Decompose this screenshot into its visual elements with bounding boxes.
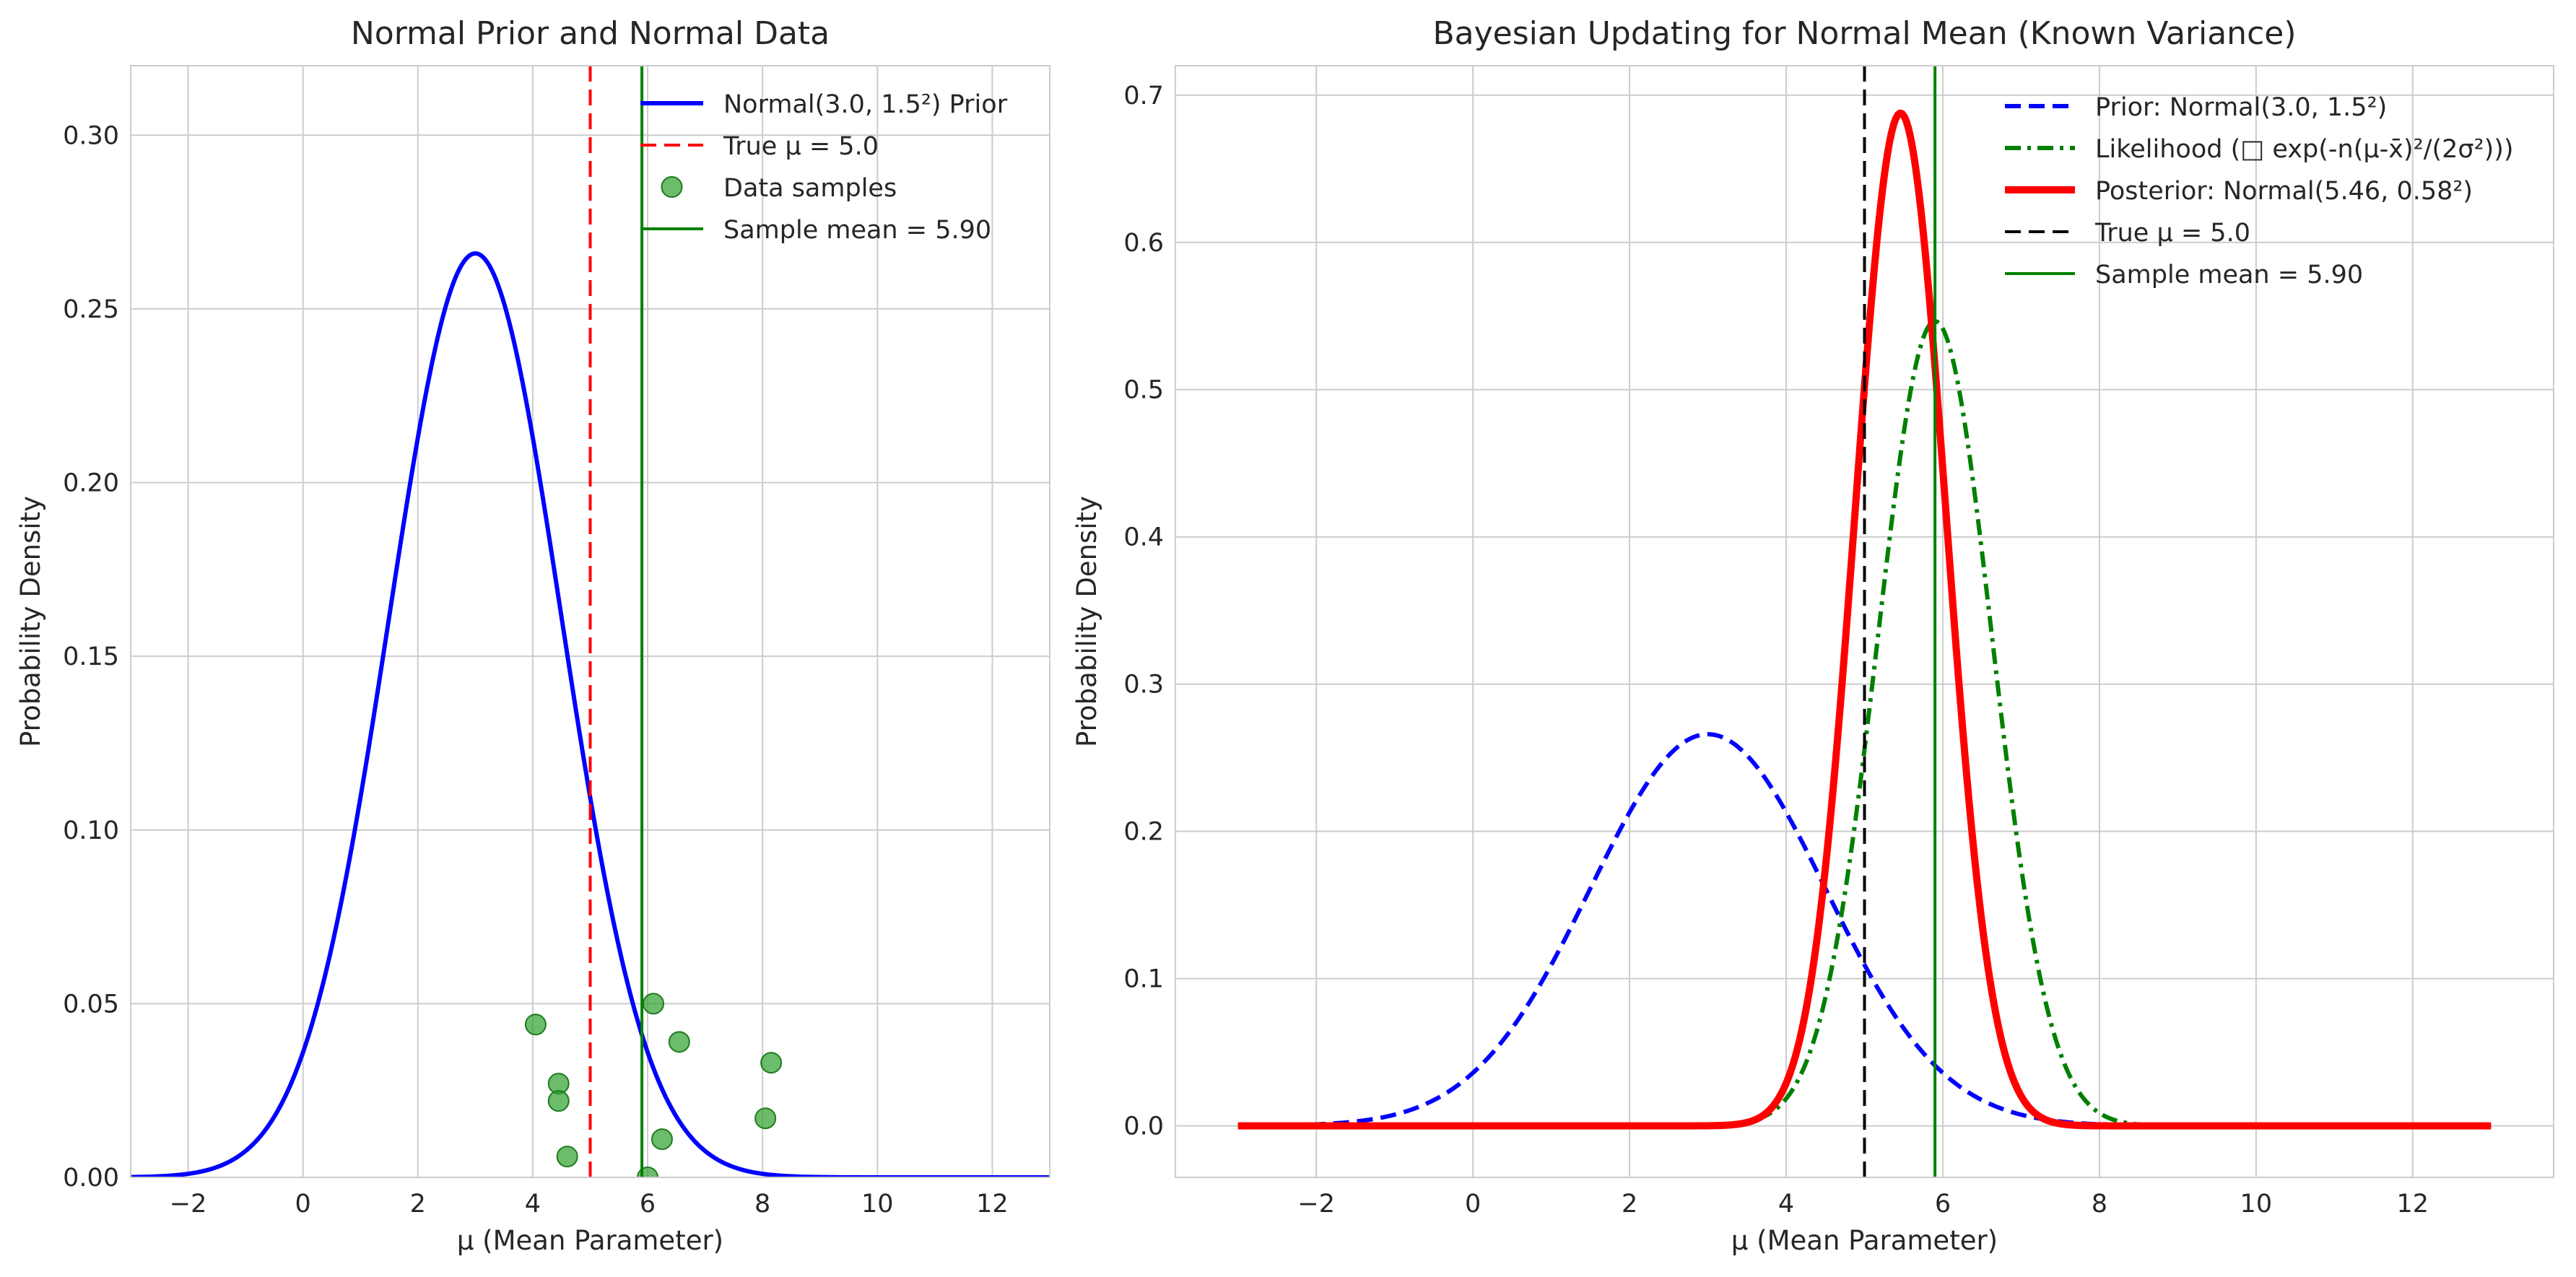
x-tick-label: 0 xyxy=(1465,1190,1481,1219)
data-sample-point xyxy=(643,993,665,1015)
y-tick-labels: 0.00 0.05 0.10 0.15 0.20 0.25 0.30 xyxy=(63,121,119,1193)
x-tick-label: 2 xyxy=(1622,1190,1637,1219)
x-axis-label: μ (Mean Parameter) xyxy=(1731,1225,1998,1256)
legend-entry: True μ = 5.0 xyxy=(723,132,879,161)
series-layer xyxy=(1236,66,2493,1177)
plot-frame xyxy=(1175,65,2554,1178)
y-tick-label: 0.05 xyxy=(63,990,119,1019)
y-tick-label: 0.20 xyxy=(63,469,119,498)
x-tick-labels: −2 0 2 4 6 8 10 12 xyxy=(170,1190,1009,1219)
legend-entry: Sample mean = 5.90 xyxy=(723,216,991,245)
y-tick-labels: 0.0 0.1 0.2 0.3 0.4 0.5 0.6 0.7 xyxy=(1123,82,1164,1141)
y-tick-label: 0.0 xyxy=(1123,1112,1164,1141)
data-sample-point xyxy=(547,1090,570,1112)
legend-entry: Normal(3.0, 1.5²) Prior xyxy=(723,90,1008,119)
legend-entry: Sample mean = 5.90 xyxy=(2095,261,2363,289)
y-axis-label: Probability Density xyxy=(15,496,46,747)
data-sample-point xyxy=(556,1146,578,1168)
data-sample-point xyxy=(760,1052,783,1074)
x-tick-label: 6 xyxy=(640,1190,656,1219)
data-sample-point xyxy=(668,1031,690,1053)
legend-marker xyxy=(661,176,683,198)
legend-entry: Data samples xyxy=(723,174,897,203)
x-tick-label: 10 xyxy=(861,1190,894,1219)
x-tick-label: 8 xyxy=(2092,1190,2107,1219)
y-tick-label: 0.2 xyxy=(1123,818,1164,847)
chart-title: Bayesian Updating for Normal Mean (Known… xyxy=(1432,15,2296,52)
y-tick-label: 0.3 xyxy=(1123,671,1164,699)
x-tick-label: 10 xyxy=(2240,1190,2273,1219)
x-tick-label: 2 xyxy=(410,1190,426,1219)
data-sample-point xyxy=(754,1107,777,1130)
legend-entry: Posterior: Normal(5.46, 0.58²) xyxy=(2095,177,2473,206)
y-tick-label: 0.1 xyxy=(1123,965,1164,994)
x-tick-label: 0 xyxy=(295,1190,311,1219)
y-tick-label: 0.30 xyxy=(63,121,119,150)
y-tick-label: 0.4 xyxy=(1123,523,1164,552)
y-tick-label: 0.5 xyxy=(1123,376,1164,405)
x-tick-label: 8 xyxy=(754,1190,770,1219)
data-sample-point xyxy=(524,1014,547,1036)
chart-bayesian-updating: −2 0 2 4 6 8 10 12 0.0 0.1 0.2 0.3 0.4 0.5 0.6 0.7 Bay… xyxy=(1071,15,2554,1256)
x-axis-label: μ (Mean Parameter) xyxy=(457,1225,723,1256)
legend-entry: Prior: Normal(3.0, 1.5²) xyxy=(2095,93,2387,122)
legend-entry: True μ = 5.0 xyxy=(2094,219,2250,248)
data-sample-point xyxy=(650,1128,673,1151)
x-tick-label: 4 xyxy=(1778,1190,1794,1219)
y-tick-label: 0.15 xyxy=(63,642,119,671)
x-tick-label: 12 xyxy=(976,1190,1009,1219)
y-tick-label: 0.10 xyxy=(63,816,119,845)
y-tick-label: 0.7 xyxy=(1123,82,1164,110)
y-tick-label: 0.00 xyxy=(63,1164,119,1193)
x-tick-labels: −2 0 2 4 6 8 10 12 xyxy=(1297,1190,2429,1219)
legend: Normal(3.0, 1.5²) Prior True μ = 5.0 Data … xyxy=(640,90,1008,245)
y-tick-label: 0.25 xyxy=(63,295,119,324)
x-tick-label: 4 xyxy=(525,1190,541,1219)
chart-prior-and-data: −2 0 2 4 6 8 10 12 0.00 0.05 0.10 0.15 0.20 0.25 0.30… xyxy=(15,15,1050,1256)
x-tick-label: 6 xyxy=(1935,1190,1951,1219)
legend-entry: Likelihood (□ exp(-n(μ-x̄)²/(2σ²))) xyxy=(2095,135,2514,164)
chart-title: Normal Prior and Normal Data xyxy=(351,15,830,52)
y-axis-label: Probability Density xyxy=(1071,496,1102,747)
plot-frame xyxy=(130,65,1050,1178)
x-tick-label: 12 xyxy=(2396,1190,2429,1219)
y-tick-label: 0.6 xyxy=(1123,229,1164,258)
x-tick-label: −2 xyxy=(170,1190,207,1219)
x-tick-label: −2 xyxy=(1297,1190,1335,1219)
legend: Prior: Normal(3.0, 1.5²) Likelihood (□ ex… xyxy=(2005,93,2514,289)
